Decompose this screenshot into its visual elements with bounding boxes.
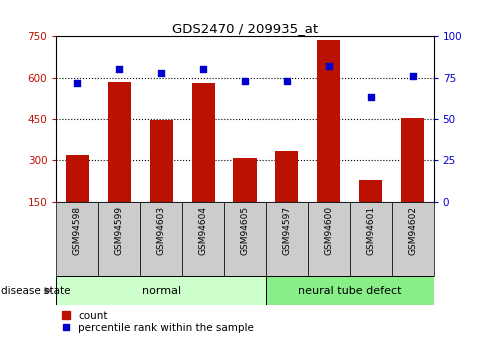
Text: GSM94605: GSM94605 xyxy=(241,206,249,255)
Bar xyxy=(308,202,350,276)
Bar xyxy=(392,202,434,276)
Point xyxy=(283,78,291,84)
Bar xyxy=(182,202,224,276)
Bar xyxy=(359,180,382,202)
Bar xyxy=(350,202,392,276)
Title: GDS2470 / 209935_at: GDS2470 / 209935_at xyxy=(172,22,318,35)
Point xyxy=(115,67,123,72)
Point xyxy=(157,70,165,76)
Point xyxy=(199,67,207,72)
Text: GSM94599: GSM94599 xyxy=(115,206,124,255)
Bar xyxy=(266,276,434,305)
Bar xyxy=(98,202,140,276)
Text: GSM94604: GSM94604 xyxy=(198,206,208,255)
Text: normal: normal xyxy=(142,286,181,296)
Text: GSM94601: GSM94601 xyxy=(366,206,375,255)
Bar xyxy=(56,202,98,276)
Bar xyxy=(140,202,182,276)
Text: neural tube defect: neural tube defect xyxy=(298,286,402,296)
Bar xyxy=(56,276,266,305)
Bar xyxy=(275,151,298,202)
Text: GSM94598: GSM94598 xyxy=(73,206,82,255)
Bar xyxy=(149,120,172,202)
Point xyxy=(325,63,333,69)
Text: GSM94603: GSM94603 xyxy=(157,206,166,255)
Text: GSM94602: GSM94602 xyxy=(408,206,417,255)
Bar xyxy=(233,158,257,202)
Bar xyxy=(66,155,89,202)
Point xyxy=(241,78,249,84)
Bar xyxy=(401,118,424,202)
Text: GSM94597: GSM94597 xyxy=(282,206,292,255)
Bar xyxy=(224,202,266,276)
Bar xyxy=(108,82,131,202)
Legend: count, percentile rank within the sample: count, percentile rank within the sample xyxy=(62,310,254,333)
Point xyxy=(409,73,416,79)
Text: GSM94600: GSM94600 xyxy=(324,206,333,255)
Bar xyxy=(266,202,308,276)
Text: disease state: disease state xyxy=(1,286,71,296)
Point xyxy=(367,95,375,100)
Bar xyxy=(192,83,215,202)
Point xyxy=(74,80,81,85)
Bar xyxy=(318,40,341,202)
